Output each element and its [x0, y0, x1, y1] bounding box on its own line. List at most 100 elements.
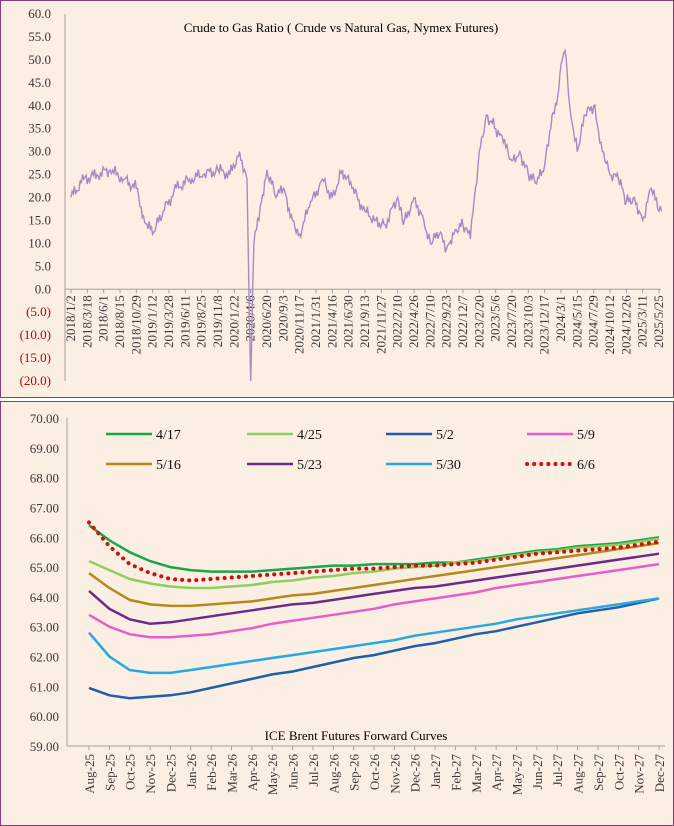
- x-tick-label: 2020/6/20: [259, 295, 274, 348]
- y-tick-label: 35.0: [28, 121, 51, 136]
- x-tick-label: 2025/5/25: [651, 295, 666, 348]
- x-tick-label: 2018/10/29: [128, 295, 143, 354]
- crude-gas-ratio-panel: 60.0 55.0 50.0 45.0 40.0 35.0 30.0 25.0 20.0 15.0…: [0, 0, 674, 398]
- chart-title: Crude to Gas Ratio ( Crude vs Natural Ga…: [184, 20, 498, 35]
- x-tick-label: 2024/3/1: [553, 295, 568, 341]
- x-tick-label: 2018/6/1: [96, 295, 111, 341]
- x-tick-label: Jun-26: [286, 754, 301, 790]
- x-tick-label: 2024/7/29: [586, 295, 601, 348]
- x-tick-label: 2019/1/12: [145, 295, 160, 348]
- x-tick-label: 2021/9/13: [357, 295, 372, 348]
- y-tick-label: 69.00: [30, 441, 59, 456]
- x-tick-label: Apr-27: [489, 754, 504, 792]
- legend-label-5-9: 5/9: [577, 428, 595, 443]
- x-tick-label: 2020/1/22: [226, 295, 241, 348]
- x-tick-label: 2018/1/2: [63, 295, 78, 341]
- x-tick-label: Oct-25: [123, 754, 138, 790]
- y-tick-label: 59.00: [30, 739, 59, 754]
- x-tick-label: Nov-27: [632, 754, 647, 794]
- x-tick-label: Jul-27: [550, 754, 565, 787]
- y-tick-label: 5.0: [35, 258, 51, 273]
- y-tick-label: (10.0): [20, 327, 51, 342]
- y-tick-label: 15.0: [28, 212, 51, 227]
- x-tick-label: 2023/5/6: [488, 295, 503, 342]
- x-tick-label: 2020/4/6: [243, 295, 258, 342]
- x-tick-label: 2022/12/7: [455, 295, 470, 348]
- legend-label-6-6: 6/6: [577, 458, 595, 473]
- series-line-6-6: [87, 520, 661, 583]
- x-tick-label: May-27: [510, 754, 525, 796]
- series-line-5-30: [88, 597, 660, 675]
- y-tick-label: 61.00: [30, 679, 59, 694]
- brent-forward-curves-panel: 70.00 69.00 68.00 67.00 66.00 65.00 64.00 63.00…: [0, 401, 674, 826]
- x-tick-label: Feb-26: [204, 754, 219, 791]
- x-tick-label: 2023/10/3: [520, 295, 535, 348]
- legend-label-5-2: 5/2: [436, 428, 454, 443]
- y-tick-label: 50.0: [28, 52, 51, 67]
- y-tick-label: 64.00: [30, 590, 59, 605]
- x-tick-label: Apr-26: [245, 754, 260, 792]
- x-tick-label: 2020/11/17: [292, 295, 307, 354]
- y-tick-label: 55.0: [28, 29, 51, 44]
- y-tick-label: 68.00: [30, 471, 59, 486]
- x-tick-label: 2018/8/15: [112, 295, 127, 348]
- legend-label-5-23: 5/23: [297, 458, 322, 473]
- y-tick-label: 0.0: [35, 281, 51, 296]
- series-line-5-2: [88, 597, 660, 700]
- x-tick-label: Sep-27: [591, 754, 606, 791]
- legend-label-4-17: 4/17: [156, 428, 181, 443]
- x-tick-label: 2020/9/3: [275, 295, 290, 341]
- x-tick-label: 2024/12/26: [618, 295, 633, 355]
- y-tick-label: 40.0: [28, 98, 51, 113]
- y-tick-label: 65.00: [30, 560, 59, 575]
- x-tick-label: 2021/4/16: [324, 295, 339, 348]
- x-tick-label: Mar-26: [225, 754, 240, 793]
- x-tick-label: 2022/2/10: [390, 295, 405, 348]
- series-line-4-17: [88, 524, 660, 573]
- x-tick-label: Aug-25: [82, 754, 97, 794]
- y-tick-label: 20.0: [28, 190, 51, 205]
- legend-label-5-16: 5/16: [156, 458, 181, 473]
- y-tick-label: (5.0): [26, 304, 51, 319]
- y-tick-label: (15.0): [20, 350, 51, 365]
- x-tick-label: Jun-27: [530, 754, 545, 790]
- x-tick-label: 2022/9/23: [439, 295, 454, 348]
- x-tick-label: 2019/6/11: [177, 295, 192, 347]
- y-tick-label: 60.00: [30, 709, 59, 724]
- legend-label-4-25: 4/25: [297, 428, 322, 443]
- x-tick-label: Dec-25: [163, 754, 178, 792]
- x-tick-label: 2024/10/12: [602, 295, 617, 354]
- x-tick-label: 2021/6/30: [341, 295, 356, 348]
- x-tick-label: 2019/3/28: [161, 295, 176, 348]
- ratio-series-line: [70, 48, 663, 382]
- x-tick-label: Aug-26: [326, 754, 341, 794]
- x-tick-label: 2022/7/10: [422, 295, 437, 348]
- y-tick-label: 63.00: [30, 620, 59, 635]
- legend-label-5-30: 5/30: [436, 458, 461, 473]
- x-tick-label: 2023/2/20: [471, 295, 486, 348]
- x-tick-label: Dec-27: [652, 754, 667, 793]
- x-tick-label: Dec-26: [408, 754, 423, 793]
- x-tick-label: 2019/8/25: [194, 295, 209, 348]
- x-tick-label: 2021/11/27: [373, 295, 388, 354]
- x-tick-label: Oct-26: [367, 754, 382, 791]
- x-tick-label: Jan-27: [428, 754, 443, 789]
- x-tick-label: Feb-27: [448, 754, 463, 791]
- y-tick-label: (20.0): [20, 373, 51, 388]
- x-tick-label: Aug-27: [571, 754, 586, 794]
- y-tick-label: 10.0: [28, 235, 51, 250]
- x-tick-label: 2025/3/11: [635, 295, 650, 347]
- x-tick-label: 2022/4/26: [406, 295, 421, 348]
- series-line-5-9: [88, 562, 660, 639]
- x-tick-label: 2021/1/31: [308, 295, 323, 348]
- x-tick-label: 2023/12/17: [537, 295, 552, 355]
- crude-gas-ratio-chart: 60.0 55.0 50.0 45.0 40.0 35.0 30.0 25.0 20.0 15.0…: [20, 6, 666, 388]
- y-tick-label: 45.0: [28, 75, 51, 90]
- y-tick-label: 62.00: [30, 650, 59, 665]
- x-tick-label: Nov-25: [143, 754, 158, 794]
- x-tick-label: Oct-27: [611, 754, 626, 791]
- x-tick-label: Sep-25: [102, 754, 117, 791]
- x-tick-label: Jan-26: [184, 754, 199, 789]
- y-tick-label: 60.0: [28, 6, 51, 21]
- series-line-5-16: [88, 541, 660, 608]
